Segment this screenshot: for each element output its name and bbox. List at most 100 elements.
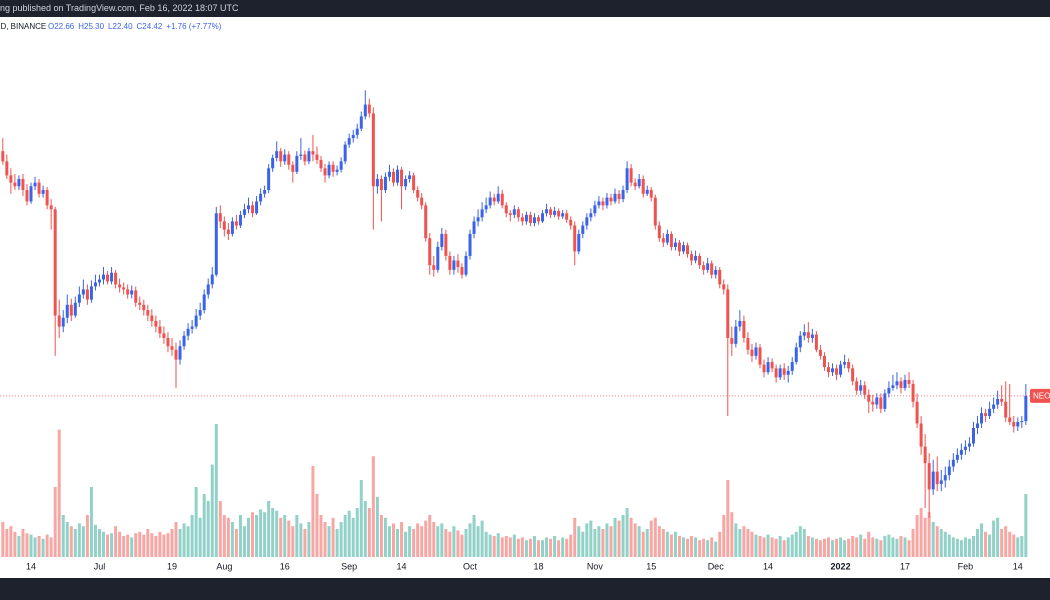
candle-body	[379, 178, 383, 191]
candle-body	[629, 168, 633, 183]
volume-bar	[1012, 534, 1016, 557]
volume-bar	[267, 501, 271, 557]
candle-body	[681, 245, 685, 252]
candle-body	[593, 205, 597, 214]
volume-bar	[110, 533, 114, 557]
change-label: +1.76 (+7.77%)	[166, 22, 221, 31]
volume-bar	[118, 531, 122, 557]
volume-bar	[895, 538, 899, 557]
candle-body	[641, 178, 645, 194]
volume-bar	[528, 538, 532, 557]
candle-body	[110, 272, 114, 282]
volume-bar	[992, 520, 996, 557]
candle-body	[81, 289, 85, 295]
candle-body	[863, 385, 867, 395]
volume-bar	[315, 494, 319, 557]
candle-body	[669, 233, 673, 247]
candle-body	[524, 214, 528, 222]
volume-bar	[391, 523, 395, 557]
volume-bar	[174, 522, 178, 557]
volume-bar	[516, 538, 520, 557]
candle-body	[255, 201, 259, 214]
candle-body	[375, 178, 379, 187]
header-title: ing published on TradingView.com, Feb 16…	[0, 3, 239, 13]
volume-bar	[25, 533, 29, 557]
volume-bar	[408, 526, 412, 557]
ohlc-label: C24.42	[137, 22, 163, 31]
candle-body	[822, 355, 826, 368]
volume-bar	[319, 515, 323, 557]
volume-bar	[238, 515, 242, 557]
candle-body	[448, 255, 452, 270]
candle-body	[408, 175, 412, 179]
candle-body	[750, 349, 754, 356]
candle-body	[271, 157, 275, 169]
candle-body	[955, 454, 959, 460]
volume-bar	[77, 523, 81, 557]
candle-body	[291, 164, 295, 172]
volume-bar	[61, 515, 65, 557]
volume-bar	[939, 529, 943, 557]
volume-bar	[255, 515, 259, 557]
candle-body	[484, 205, 488, 210]
candle-body	[706, 263, 710, 270]
candle-body	[383, 176, 387, 191]
volume-bar	[230, 522, 234, 557]
candle-body	[766, 362, 770, 373]
volume-bar	[182, 523, 186, 557]
candle-body	[545, 209, 549, 214]
volume-bar	[263, 512, 267, 557]
volume-bar	[730, 512, 734, 557]
candle-body	[661, 238, 665, 243]
candle-body	[331, 164, 335, 172]
candle-body	[387, 171, 391, 177]
candle-body	[150, 315, 154, 322]
x-tick-label: 14	[397, 561, 407, 571]
candle-body	[730, 337, 734, 344]
candle-body	[581, 225, 585, 234]
candle-body	[516, 209, 520, 218]
candle-body	[420, 197, 424, 206]
x-tick-label: 19	[167, 561, 177, 571]
candle-body	[283, 154, 287, 162]
volume-bar	[686, 538, 690, 557]
candle-body	[174, 349, 178, 360]
volume-bar	[931, 522, 935, 557]
x-tick-label: 14	[763, 561, 773, 571]
volume-bar	[1016, 537, 1020, 557]
volume-bar	[331, 517, 335, 557]
volume-bar	[311, 466, 315, 557]
candle-body	[577, 233, 581, 252]
candle-body	[891, 385, 895, 388]
volume-bar	[702, 538, 706, 557]
candle-body	[1004, 401, 1008, 418]
candle-body	[122, 287, 126, 290]
candle-body	[613, 193, 617, 202]
volume-bar	[899, 536, 903, 557]
candle-body	[267, 168, 271, 191]
candle-body	[645, 190, 649, 194]
x-tick-label: Dec	[708, 561, 725, 571]
candle-body	[653, 197, 657, 226]
volume-bar	[919, 508, 923, 557]
candle-body	[315, 154, 319, 160]
volume-bar	[778, 536, 782, 557]
candle-body	[839, 364, 843, 375]
candle-body	[1012, 421, 1016, 427]
candle-body	[142, 304, 146, 311]
volume-bar	[323, 522, 327, 557]
candle-body	[97, 279, 101, 283]
candle-body	[166, 337, 170, 347]
candle-body	[299, 154, 303, 156]
candle-body	[222, 221, 226, 230]
candle-body	[134, 290, 138, 303]
candle-body	[549, 209, 553, 215]
volume-bar	[653, 517, 657, 557]
candle-body	[694, 255, 698, 261]
candle-body	[625, 168, 629, 191]
volume-bar	[335, 529, 339, 557]
candle-body	[919, 423, 923, 447]
volume-bar	[963, 537, 967, 557]
volume-bar	[126, 534, 130, 557]
